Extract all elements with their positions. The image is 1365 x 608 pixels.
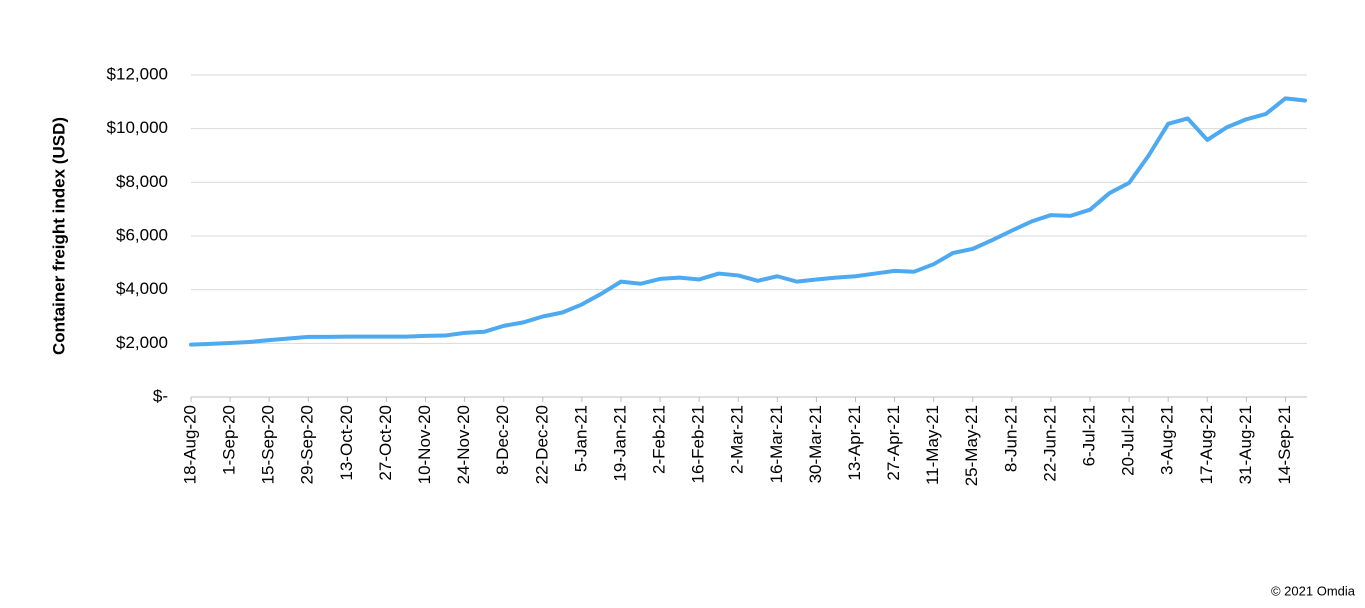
y-tick-label: $- — [153, 386, 168, 405]
y-tick-label: $6,000 — [116, 225, 168, 244]
x-tick-label: 15-Sep-20 — [259, 405, 278, 484]
x-tick-label: 18-Aug-20 — [180, 405, 199, 484]
x-tick-label: 16-Mar-21 — [767, 405, 786, 483]
x-tick-label: 27-Apr-21 — [884, 405, 903, 481]
x-tick-label: 20-Jul-21 — [1119, 405, 1138, 476]
y-tick-label: $8,000 — [116, 172, 168, 191]
x-tick-label: 17-Aug-21 — [1197, 405, 1216, 484]
y-tick-label: $2,000 — [116, 333, 168, 352]
x-tick-label: 2-Mar-21 — [728, 405, 747, 474]
x-tick-label: 10-Nov-20 — [415, 405, 434, 484]
x-tick-label: 8-Jun-21 — [1001, 405, 1020, 472]
y-tick-label: $4,000 — [116, 279, 168, 298]
x-tick-label: 13-Apr-21 — [845, 405, 864, 481]
x-tick-label: 29-Sep-20 — [298, 405, 317, 484]
x-tick-label: 31-Aug-21 — [1236, 405, 1255, 484]
x-tick-label: 22-Dec-20 — [532, 405, 551, 484]
x-tick-label: 8-Dec-20 — [493, 405, 512, 475]
x-tick-label: 27-Oct-20 — [376, 405, 395, 481]
x-tick-label: 11-May-21 — [923, 405, 942, 485]
x-tick-label: 22-Jun-21 — [1040, 405, 1059, 482]
x-tick-label: 1-Sep-20 — [220, 405, 239, 475]
data-line — [189, 96, 1307, 347]
x-tick-label: 30-Mar-21 — [806, 405, 825, 483]
y-tick-label: $10,000 — [107, 118, 168, 137]
x-tick-label: 14-Sep-21 — [1275, 405, 1294, 484]
y-axis-label: Container freight index (USD) — [49, 117, 68, 355]
x-tick-label: 6-Jul-21 — [1080, 405, 1099, 466]
x-tick-label: 19-Jan-21 — [610, 405, 629, 482]
y-tick-label: $12,000 — [107, 64, 168, 83]
x-tick-label: 13-Oct-20 — [337, 405, 356, 481]
x-tick-label: 25-May-21 — [962, 405, 981, 486]
x-tick-label: 24-Nov-20 — [454, 405, 473, 484]
source-note: © 2021 Omdia — [1271, 583, 1356, 598]
x-tick-label: 3-Aug-21 — [1158, 405, 1177, 475]
x-tick-label: 16-Feb-21 — [689, 405, 708, 483]
x-tick-label: 5-Jan-21 — [571, 405, 590, 472]
x-tick-label: 2-Feb-21 — [650, 405, 669, 474]
